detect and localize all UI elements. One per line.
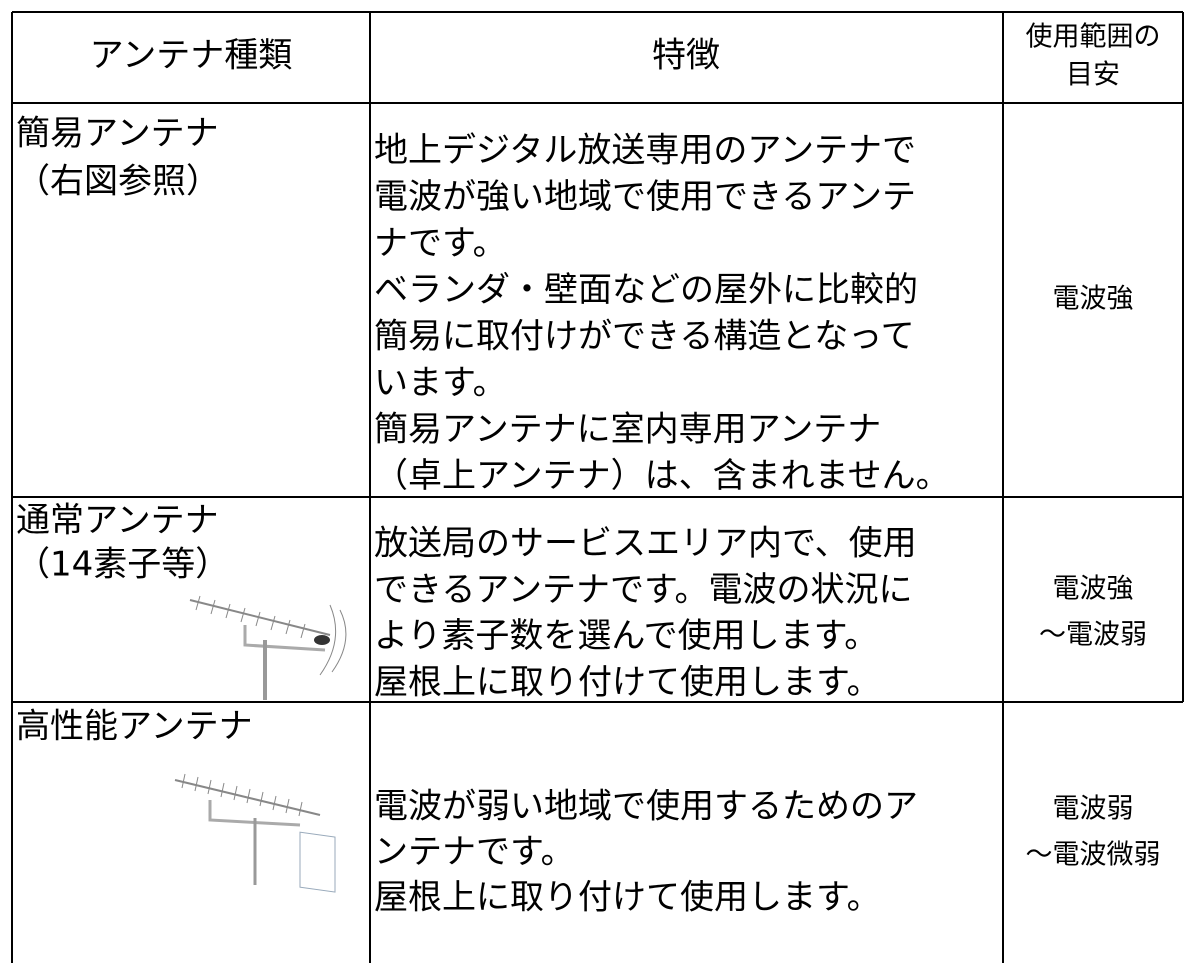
row-name: （右図参照） — [16, 162, 220, 202]
row-feature: ベランダ・壁面などの屋外に比較的 — [374, 270, 918, 310]
table-borders — [11, 11, 1184, 963]
row-feature: 地上デジタル放送専用のアンテナで — [374, 131, 916, 171]
row-range: 電波強 — [1053, 284, 1134, 315]
row-name: （14素子等） — [16, 545, 229, 585]
row-feature: います。 — [374, 363, 507, 403]
row-range: 電波弱 — [1053, 794, 1134, 825]
row-feature: ナです。 — [374, 224, 507, 264]
row-range: ～電波微弱 — [1026, 840, 1161, 871]
header-range: 使用範囲の — [1026, 22, 1161, 53]
row-feature: （卓上アンテナ）は、含まれません。 — [374, 456, 950, 496]
header-range: 目安 — [1066, 60, 1120, 91]
row-range: 電波強 — [1053, 574, 1134, 605]
header-feature: 特徴 — [652, 36, 720, 76]
row-name: 通常アンテナ — [16, 501, 219, 541]
row-feature: 放送局のサービスエリア内で、使用 — [374, 524, 917, 564]
row-name: 高性能アンテナ — [16, 707, 253, 747]
row-feature: 電波が強い地域で使用できるアンテ — [374, 177, 916, 217]
row-feature: 電波が弱い地域で使用するためのア — [374, 787, 918, 827]
row-feature: 簡易に取付けができる構造となって — [374, 317, 915, 357]
row-feature: できるアンテナです。電波の状況に — [374, 570, 913, 610]
row-feature: 簡易アンテナに室内専用アンテナ — [374, 410, 881, 450]
row-name: 簡易アンテナ — [16, 114, 219, 154]
antenna-high-performance-image — [174, 773, 336, 893]
row-feature: 屋根上に取り付けて使用します。 — [374, 662, 881, 702]
antenna-14-element-image — [189, 595, 347, 700]
header-type: アンテナ種類 — [90, 36, 293, 76]
row-feature: より素子数を選んで使用します。 — [374, 616, 878, 656]
row-range: ～電波弱 — [1039, 620, 1147, 651]
row-feature: 屋根上に取り付けて使用します。 — [374, 878, 881, 918]
row-feature: ンテナです。 — [374, 832, 575, 872]
